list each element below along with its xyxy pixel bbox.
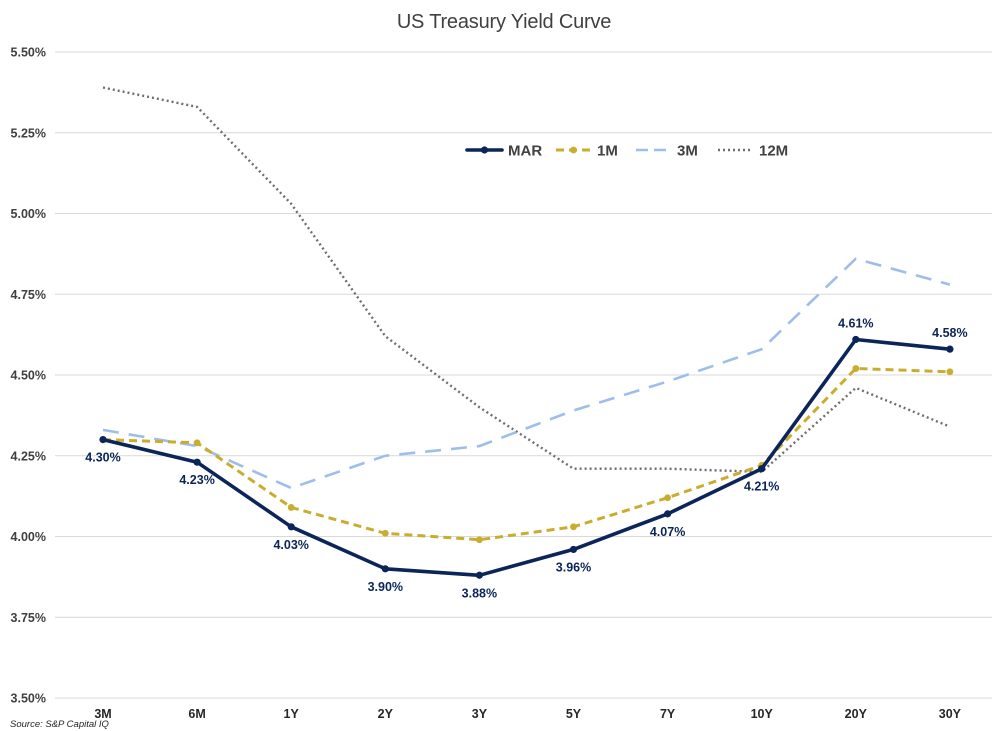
legend-label-3m: 3M: [677, 143, 698, 160]
data-labels: 4.30% 4.23% 4.03% 3.90% 3.88% 3.96% 4.07% 4.21%…: [85, 316, 967, 600]
data-label: 4.07%: [650, 525, 685, 539]
x-tick-label: 1Y: [284, 707, 300, 721]
data-point-mar: [664, 510, 672, 518]
x-tick-label: 20Y: [845, 707, 868, 721]
data-label: 3.88%: [462, 586, 497, 600]
data-point-1m: [852, 365, 860, 372]
y-tick-label: 5.25%: [11, 126, 46, 140]
data-point-1m: [193, 439, 201, 447]
x-tick-label: 10Y: [751, 707, 774, 721]
series-line-12m: [102, 86, 951, 474]
y-tick-label: 4.75%: [11, 288, 46, 302]
data-point-1m: [381, 529, 389, 537]
data-point-mar: [475, 571, 483, 579]
y-tick-label: 3.75%: [11, 611, 46, 625]
chart-title: US Treasury Yield Curve: [397, 11, 611, 33]
y-tick-label: 4.00%: [11, 530, 46, 544]
legend-marker: [480, 146, 489, 154]
data-point-mar: [193, 458, 201, 466]
legend-label-1m: 1M: [597, 143, 618, 160]
series-line-3m: [102, 257, 951, 490]
series-line-mar: [101, 337, 952, 578]
series-line-1m: [102, 367, 950, 542]
series-lines: [99, 86, 954, 579]
data-point-mar: [381, 565, 389, 573]
data-label: 3.90%: [368, 580, 403, 594]
data-label: 4.58%: [932, 326, 967, 340]
x-tick-label: 7Y: [660, 707, 676, 721]
x-tick-label: 2Y: [378, 707, 394, 721]
legend: MAR 1M 3M 12M: [465, 143, 788, 160]
legend-marker: [570, 146, 577, 154]
x-tick-label: 5Y: [566, 707, 582, 721]
data-point-mar: [569, 545, 578, 554]
y-tick-label: 4.25%: [11, 449, 46, 463]
data-point-mar: [852, 335, 860, 344]
data-label: 4.03%: [273, 538, 308, 552]
y-tick-label: 4.50%: [11, 369, 46, 383]
x-axis-ticks: 3M 6M 1Y 2Y 3Y 5Y 7Y 10Y 20Y 30Y: [94, 707, 961, 721]
legend-label-mar: MAR: [508, 143, 542, 160]
data-point-1m: [287, 504, 295, 511]
x-tick-label: 6M: [188, 707, 205, 721]
data-label: 4.23%: [179, 473, 214, 487]
data-label: 4.61%: [838, 316, 873, 330]
data-label: 3.96%: [556, 560, 591, 574]
y-tick-label: 5.50%: [11, 46, 46, 60]
y-tick-label: 5.00%: [11, 207, 46, 221]
data-point-1m: [476, 536, 483, 544]
x-tick-label: 30Y: [939, 707, 962, 721]
data-label: 4.30%: [85, 451, 120, 465]
y-axis-ticks: 3.50% 3.75% 4.00% 4.25% 4.50% 4.75% 5.00% 5.25%…: [11, 46, 46, 706]
grid-lines: [55, 51, 992, 699]
source-note: Source: S&P Capital IQ: [10, 719, 110, 730]
data-point-1m: [570, 523, 577, 531]
legend-label-12m: 12M: [759, 143, 788, 160]
x-tick-label: 3Y: [472, 707, 488, 721]
x-tick-label: 3M: [94, 707, 111, 721]
data-point-mar: [758, 465, 766, 473]
data-label: 4.21%: [744, 480, 779, 494]
data-point-1m: [946, 368, 954, 376]
y-tick-label: 3.50%: [11, 692, 46, 706]
data-point-mar: [946, 345, 954, 353]
data-point-mar: [99, 436, 107, 444]
data-point-1m: [664, 494, 671, 502]
data-point-mar: [287, 523, 295, 531]
